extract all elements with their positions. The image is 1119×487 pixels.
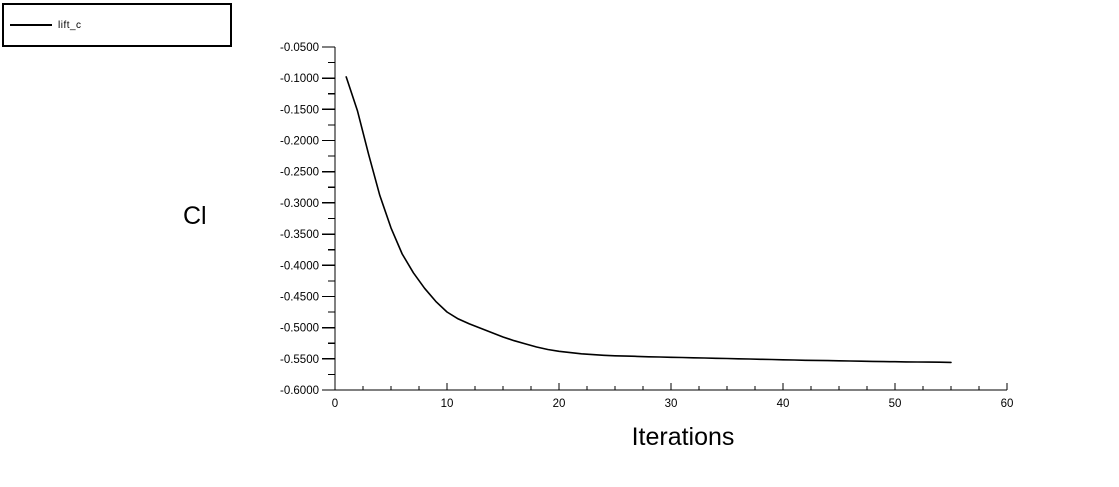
y-axis-title: Cl bbox=[183, 202, 207, 230]
x-tick-label: 10 bbox=[441, 398, 454, 410]
x-axis-title: Iterations bbox=[631, 423, 735, 451]
y-tick-label: -0.6000 bbox=[280, 385, 319, 397]
y-tick-label: -0.4500 bbox=[280, 291, 319, 303]
y-tick-label: -0.2000 bbox=[280, 136, 319, 148]
series-curve-lift_c bbox=[345, 76, 952, 364]
y-tick-label: -0.3000 bbox=[280, 198, 319, 210]
legend-label: lift_c bbox=[58, 19, 82, 31]
x-tick-label: 50 bbox=[889, 398, 902, 410]
y-tick-label: -0.4000 bbox=[280, 260, 319, 272]
y-tick-label: -0.0500 bbox=[280, 42, 319, 54]
x-tick-label: 40 bbox=[777, 398, 790, 410]
x-tick-label: 20 bbox=[553, 398, 566, 410]
y-tick-label: -0.3500 bbox=[280, 229, 319, 241]
x-tick-label: 30 bbox=[665, 398, 678, 410]
legend: lift_c bbox=[2, 3, 232, 47]
y-tick-label: -0.5000 bbox=[280, 323, 319, 335]
y-tick-label: -0.2500 bbox=[280, 167, 319, 179]
y-tick-label: -0.5500 bbox=[280, 354, 319, 366]
legend-line-sample bbox=[10, 24, 52, 26]
x-tick-label: 0 bbox=[332, 398, 338, 410]
y-tick-label: -0.1500 bbox=[280, 104, 319, 116]
y-tick-label: -0.1000 bbox=[280, 73, 319, 85]
x-tick-label: 60 bbox=[1001, 398, 1014, 410]
